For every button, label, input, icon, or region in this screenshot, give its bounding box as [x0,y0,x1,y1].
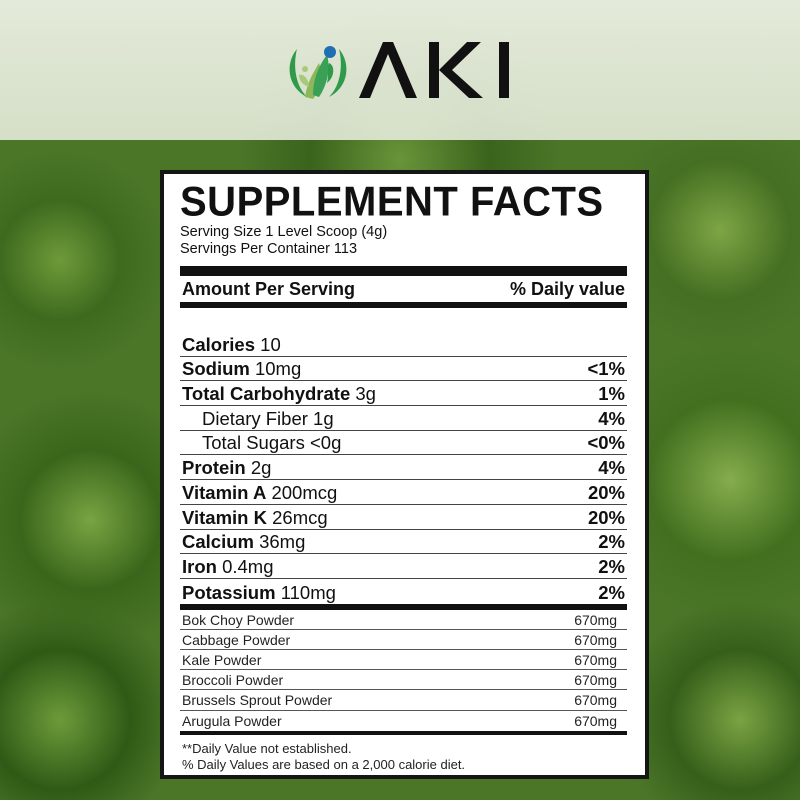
nutrient-row: Potassium 110mg 2% [180,579,627,604]
nutrient-name: Vitamin A 200mcg [182,482,337,504]
serving-size: Serving Size 1 Level Scoop (4g) [180,224,388,240]
nutrient-daily-value: 20% [587,481,625,503]
footnote: % Daily Values are based on a 2,000 calo… [182,756,466,772]
brand-wordmark [359,42,509,98]
nutrient-row: Total Sugars <0g <0% [180,431,627,456]
nutrient-amount: 110mg [280,581,336,603]
nutrient-label: Total Carbohydrate [182,383,351,405]
brand-logo [283,35,519,105]
nutrient-amount: Dietary Fiber 1g [202,407,334,429]
column-header: Amount Per Serving % Daily value [180,278,627,300]
supplement-facts-panel: SUPPLEMENT FACTS Serving Size 1 Level Sc… [160,170,649,779]
nutrient-daily-value: 4% [598,407,625,429]
ingredient-row: Arugula Powder 670mg [180,711,627,731]
nutrient-amount: 36mg [259,531,306,553]
nutrient-daily-value: 4% [598,457,625,479]
nutrient-daily-value: 20% [587,506,625,528]
nutrient-row: Protein 2g 4% [180,455,627,481]
nutrient-label: Calcium [182,531,254,553]
nutrient-daily-value: 2% [598,555,625,577]
nutrient-label: Potassium [182,581,276,603]
ingredient-amount: 670mg [574,651,617,668]
nutrient-label: Vitamin K [182,506,267,528]
ingredient-row: Cabbage Powder 670mg [180,630,627,650]
nutrient-amount: Total Sugars <0g [202,432,342,454]
nutrient-name: Sodium 10mg [182,358,301,380]
nutrient-list: Calories 10 Sodium 10mg <1% Total Carbohydr… [180,332,627,604]
nutrient-daily-value: 1% [598,383,625,405]
ingredient-amount: 670mg [574,672,617,689]
nutrient-daily-value: <0% [587,432,625,454]
ingredient-amount: 670mg [574,611,617,628]
nutrient-row: Calories 10 [180,332,627,357]
footnote: **Daily Value not established. [182,740,352,756]
nutrient-daily-value: 2% [598,531,625,553]
nutrient-amount: 10 [260,333,281,355]
nutrient-label: Iron [182,555,217,577]
nutrient-name: Potassium 110mg [182,582,336,604]
nutrient-name: Protein 2g [182,457,271,479]
nutrient-name: Total Sugars <0g [182,432,341,454]
nutrient-row: Iron 0.4mg 2% [180,554,627,579]
nutrient-name: Vitamin K 26mcg [182,507,328,529]
divider [180,302,627,308]
ingredient-row: Bok Choy Powder 670mg [180,610,627,630]
divider [180,266,627,276]
nutrient-row: Vitamin A 200mcg 20% [180,480,627,505]
nutrient-daily-value: 2% [598,581,625,603]
nutrient-name: Calories 10 [182,334,281,356]
nutrient-label: Sodium [182,358,250,380]
ingredient-amount: 670mg [574,631,617,648]
divider [180,730,627,735]
divider [180,603,627,610]
ingredient-amount: 670mg [574,692,617,709]
nutrient-amount: 10mg [254,358,302,380]
ingredient-name: Kale Powder [182,651,262,668]
nutrient-name: Total Carbohydrate 3g [182,383,376,405]
ingredient-amount: 670mg [574,712,617,729]
nutrient-name: Iron 0.4mg [182,556,274,578]
ingredient-name: Broccoli Powder [182,672,284,689]
panel-title: SUPPLEMENT FACTS [180,178,604,226]
nutrient-label: Vitamin A [182,481,267,503]
ingredient-row: Brussels Sprout Powder 670mg [180,690,627,711]
nutrient-amount: 3g [355,383,376,405]
nutrient-row: Calcium 36mg 2% [180,530,627,555]
leaf-emblem-icon [289,46,347,99]
servings-per-container: Servings Per Container 113 [180,241,358,257]
nutrient-row: Sodium 10mg <1% [180,357,627,382]
daily-value-label: % Daily value [509,279,625,299]
nutrient-amount: 2g [250,457,272,479]
ingredient-row: Broccoli Powder 670mg [180,670,627,691]
ingredient-name: Brussels Sprout Powder [182,692,333,709]
nutrient-amount: 0.4mg [222,555,274,577]
ingredient-list: Bok Choy Powder 670mg Cabbage Powder 670mg K… [180,610,627,731]
nutrient-daily-value: <1% [587,358,625,380]
amount-per-serving-label: Amount Per Serving [182,279,356,299]
nutrient-label: Protein [182,457,246,479]
nutrient-label: Calories [182,333,256,355]
nutrient-row: Total Carbohydrate 3g 1% [180,381,627,407]
nutrient-amount: 26mcg [272,506,328,528]
nutrient-name: Dietary Fiber 1g [182,408,334,430]
nutrient-row: Vitamin K 26mcg 20% [180,505,627,530]
nutrient-name: Calcium 36mg [182,531,305,553]
ingredient-row: Kale Powder 670mg [180,650,627,671]
ingredient-name: Cabbage Powder [182,631,291,648]
nutrient-row: Dietary Fiber 1g 4% [180,406,627,431]
ingredient-name: Arugula Powder [182,712,282,729]
ingredient-name: Bok Choy Powder [182,611,295,628]
nutrient-amount: 200mcg [271,481,338,503]
